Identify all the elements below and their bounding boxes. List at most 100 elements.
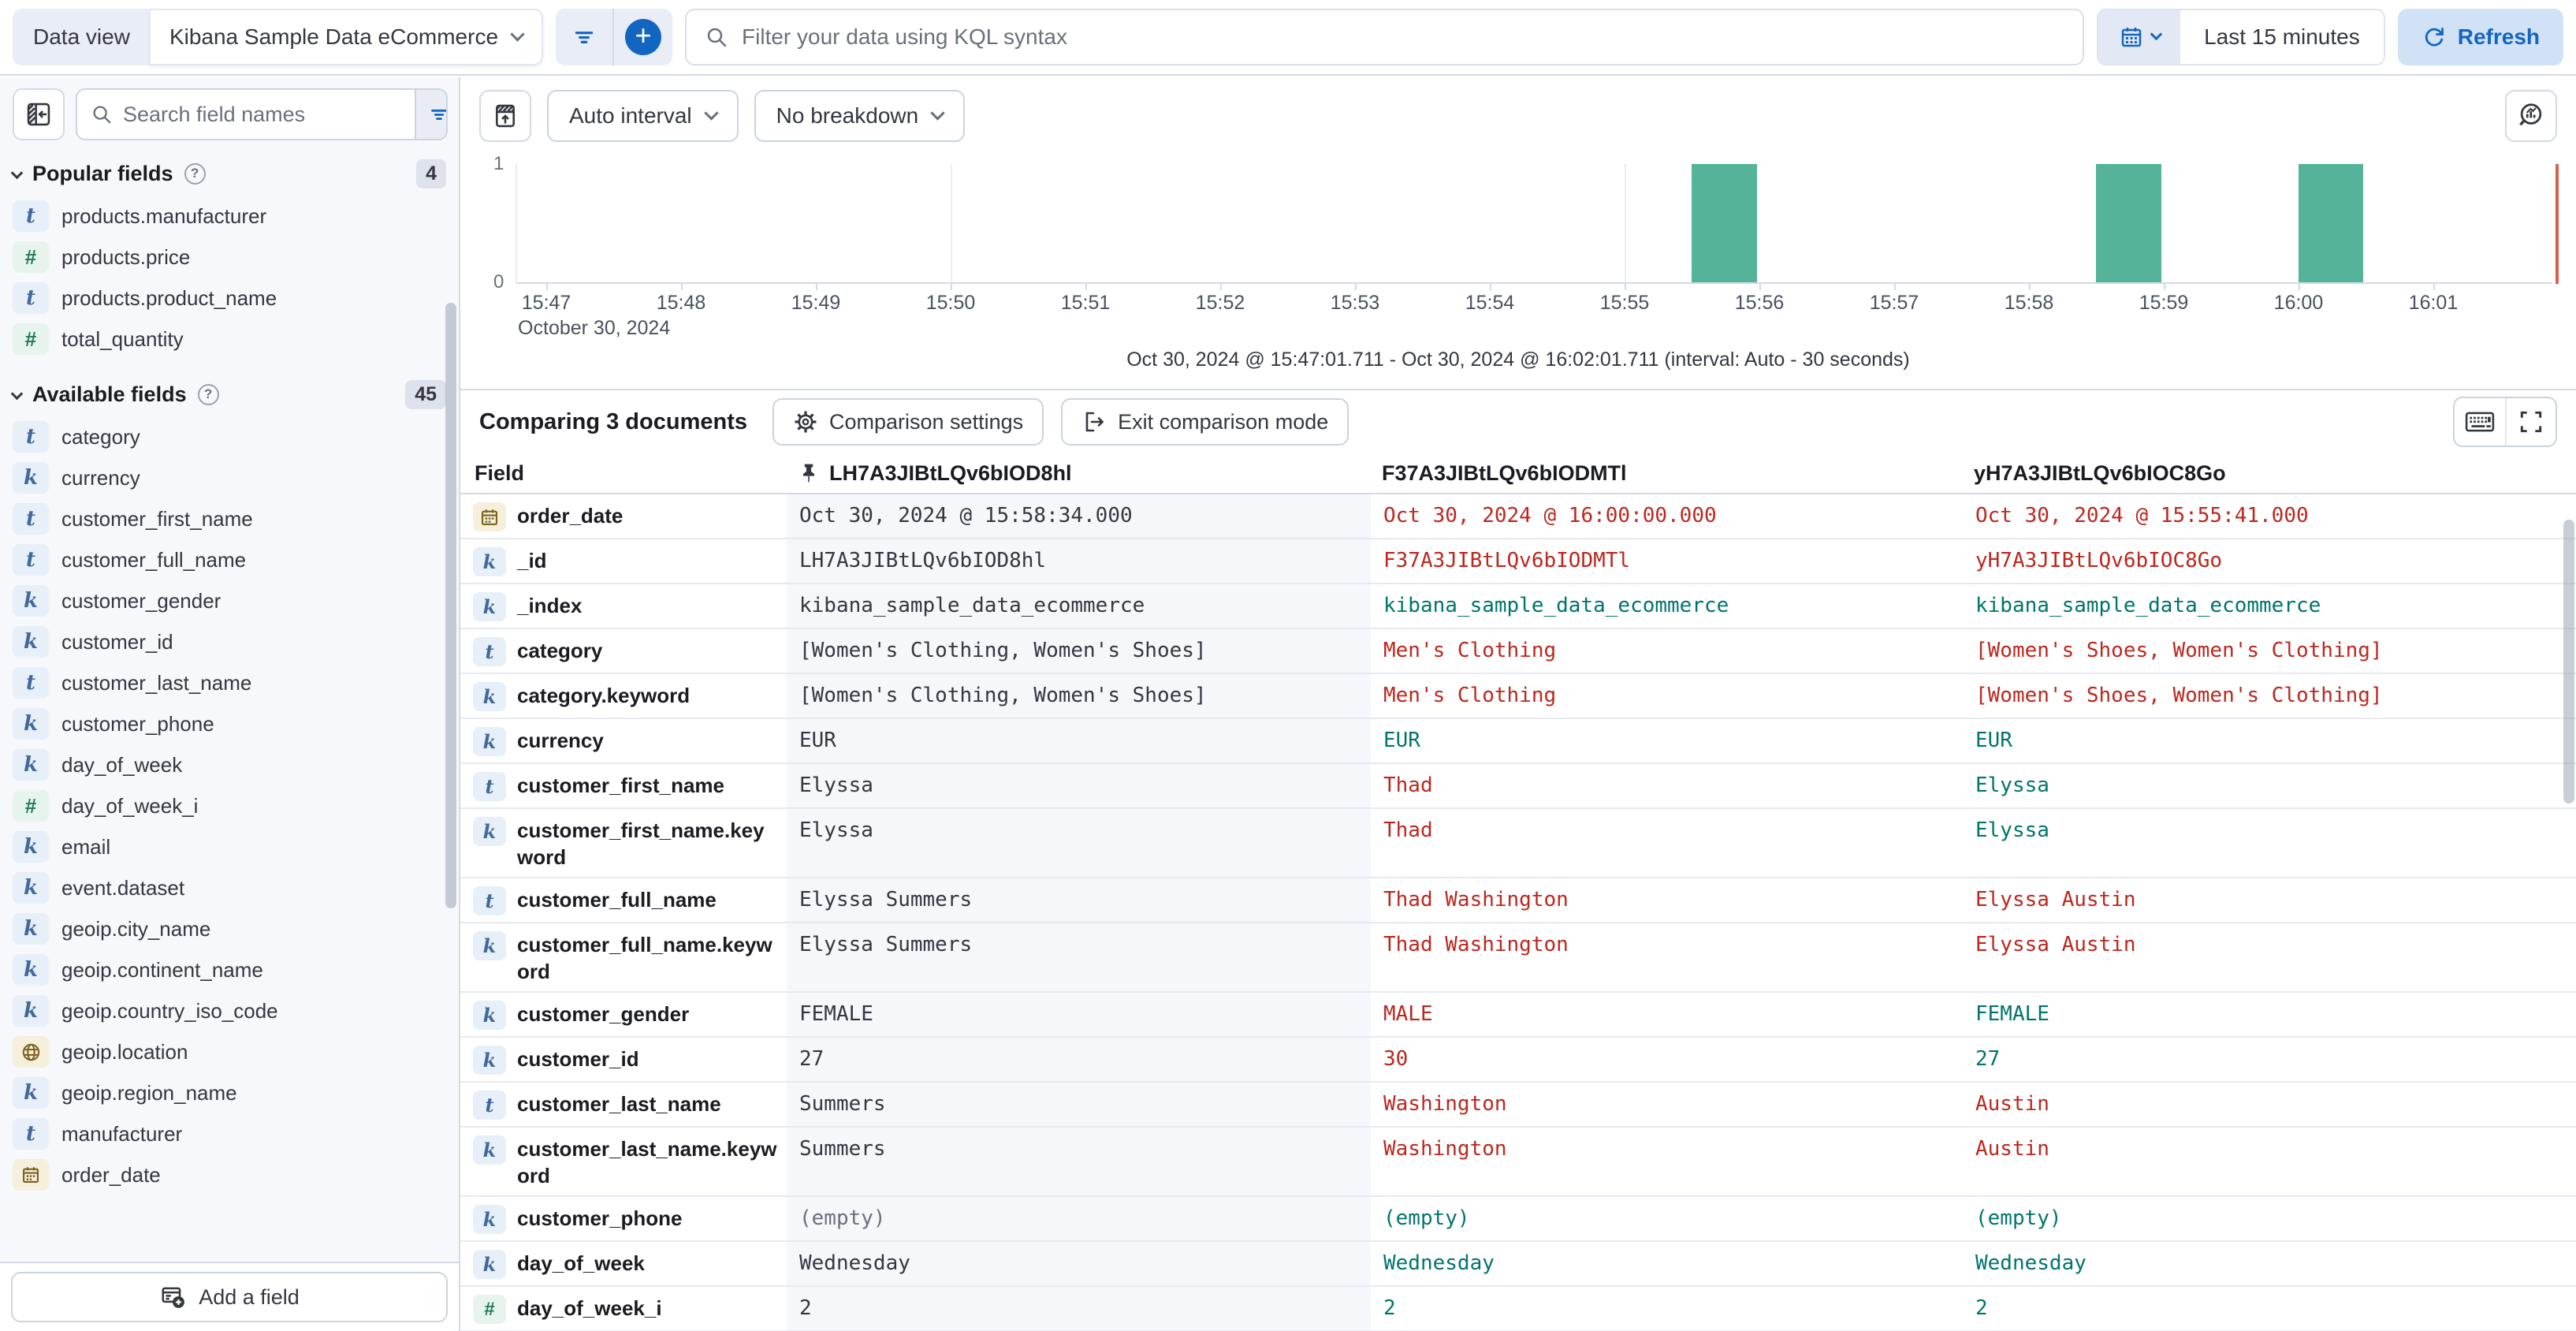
sidebar-field-item[interactable]: t manufacturer [0, 1113, 459, 1154]
value-cell[interactable]: [Women's Shoes, Women's Clothing] [1975, 639, 2383, 662]
field-name-cell[interactable]: k customer_phone [460, 1197, 787, 1240]
field-name-cell[interactable]: t customer_full_name [460, 878, 787, 922]
value-cell[interactable]: [Women's Clothing, Women's Shoes] [787, 629, 1371, 673]
sidebar-field-item[interactable]: t customer_first_name [0, 498, 459, 539]
value-cell[interactable]: Summers [787, 1128, 1371, 1195]
sidebar-field-item[interactable]: k event.dataset [0, 867, 459, 908]
value-cell[interactable]: kibana_sample_data_ecommerce [1975, 594, 2321, 617]
value-cell[interactable]: Elyssa [787, 764, 1371, 807]
field-name-cell[interactable]: t category [460, 629, 787, 673]
value-cell[interactable]: F37A3JIBtLQv6bIODMTl [1383, 549, 1631, 572]
date-picker-button[interactable] [2098, 10, 2181, 64]
sidebar-field-item[interactable]: k email [0, 826, 459, 867]
available-fields-header[interactable]: Available fields ? 45 [0, 372, 459, 416]
value-cell[interactable]: Washington [1383, 1092, 1507, 1116]
value-cell[interactable]: 30 [1383, 1047, 1409, 1071]
value-cell[interactable]: EUR [787, 719, 1371, 762]
refresh-button[interactable]: Refresh [2397, 9, 2563, 65]
value-cell[interactable]: 2 [1975, 1296, 1988, 1320]
sidebar-field-item[interactable]: geoip.location [0, 1031, 459, 1072]
field-name-cell[interactable]: k currency [460, 719, 787, 762]
field-name-cell[interactable]: # day_of_week_i [460, 1287, 787, 1330]
value-cell[interactable]: Wednesday [1975, 1251, 2086, 1275]
fullscreen-button[interactable] [2505, 398, 2556, 446]
value-cell[interactable]: Thad [1383, 774, 1433, 797]
value-cell[interactable]: Thad Washington [1383, 933, 1569, 956]
value-cell[interactable]: [Women's Shoes, Women's Clothing] [1975, 684, 2383, 707]
sidebar-field-item[interactable]: k geoip.country_iso_code [0, 990, 459, 1031]
sidebar-field-item[interactable]: k customer_id [0, 621, 459, 662]
value-cell[interactable]: Austin [1975, 1137, 2049, 1161]
sidebar-field-item[interactable]: t customer_last_name [0, 662, 459, 703]
sidebar-field-item[interactable]: k geoip.region_name [0, 1072, 459, 1113]
value-cell[interactable]: EUR [1975, 729, 2012, 752]
value-cell[interactable]: Elyssa Austin [1975, 933, 2136, 956]
doc1-column-header[interactable]: LH7A3JIBtLQv6bIOD8hl [787, 453, 1371, 493]
value-cell[interactable]: MALE [1383, 1002, 1433, 1026]
sidebar-field-item[interactable]: t products.manufacturer [0, 196, 459, 237]
value-cell[interactable]: EUR [1383, 729, 1420, 752]
edit-visualization-button[interactable] [2505, 90, 2557, 142]
sidebar-field-item[interactable]: k geoip.continent_name [0, 949, 459, 990]
add-filter-button[interactable] [556, 9, 615, 65]
dataview-select[interactable]: Kibana Sample Data eCommerce [150, 9, 544, 65]
kql-search-bar[interactable] [685, 9, 2085, 65]
value-cell[interactable]: Oct 30, 2024 @ 15:55:41.000 [1975, 504, 2309, 528]
value-cell[interactable]: kibana_sample_data_ecommerce [1383, 594, 1729, 617]
field-name-cell[interactable]: k category.keyword [460, 674, 787, 718]
value-cell[interactable]: Elyssa [787, 809, 1371, 877]
field-search-inputwrap[interactable] [77, 90, 415, 139]
time-range-display[interactable]: Last 15 minutes [2180, 10, 2384, 64]
sidebar-field-item[interactable]: # total_quantity [0, 319, 459, 360]
field-name-cell[interactable]: k customer_first_name.keyword [460, 809, 787, 877]
value-cell[interactable]: FEMALE [787, 993, 1371, 1036]
value-cell[interactable]: yH7A3JIBtLQv6bIOC8Go [1975, 549, 2223, 572]
kql-input[interactable] [742, 24, 2066, 50]
value-cell[interactable]: 2 [1383, 1296, 1396, 1320]
sidebar-scrollbar[interactable] [445, 303, 456, 908]
value-cell[interactable]: Elyssa [1975, 818, 2049, 842]
value-cell[interactable]: 2 [787, 1287, 1371, 1330]
histogram-bar[interactable] [1692, 164, 1757, 284]
value-cell[interactable]: (empty) [1383, 1206, 1470, 1230]
histogram-bar[interactable] [2298, 164, 2364, 284]
sidebar-field-item[interactable]: order_date [0, 1154, 459, 1195]
field-column-header[interactable]: Field [475, 460, 525, 485]
value-cell[interactable]: FEMALE [1975, 1002, 2049, 1026]
value-cell[interactable]: Austin [1975, 1092, 2049, 1116]
field-name-cell[interactable]: t customer_first_name [460, 764, 787, 807]
field-name-cell[interactable]: k customer_last_name.keyword [460, 1128, 787, 1195]
add-field-button[interactable]: Add a field [11, 1272, 448, 1322]
sidebar-field-item[interactable]: t category [0, 416, 459, 457]
field-filter-button[interactable]: 0 [415, 90, 446, 139]
sidebar-field-item[interactable]: # day_of_week_i [0, 785, 459, 826]
field-search-input[interactable] [123, 102, 402, 127]
field-name-cell[interactable]: k _id [460, 539, 787, 583]
sidebar-field-item[interactable]: k customer_gender [0, 580, 459, 621]
value-cell[interactable]: Washington [1383, 1137, 1507, 1161]
value-cell[interactable]: [Women's Clothing, Women's Shoes] [787, 674, 1371, 718]
sidebar-field-item[interactable]: # products.price [0, 237, 459, 278]
value-cell[interactable]: Thad Washington [1383, 888, 1569, 912]
sidebar-field-item[interactable]: k day_of_week [0, 744, 459, 785]
value-cell[interactable]: Elyssa Summers [787, 923, 1371, 991]
interval-dropdown[interactable]: Auto interval [547, 90, 739, 142]
value-cell[interactable]: Elyssa [1975, 774, 2049, 797]
popular-fields-header[interactable]: Popular fields ? 4 [0, 151, 459, 196]
sidebar-field-item[interactable]: k geoip.city_name [0, 908, 459, 949]
collapse-sidebar-button[interactable] [13, 88, 65, 140]
field-name-cell[interactable]: k customer_full_name.keyword [460, 923, 787, 991]
field-name-cell[interactable]: k customer_id [460, 1038, 787, 1081]
value-cell[interactable]: Men's Clothing [1383, 639, 1557, 662]
value-cell[interactable]: Oct 30, 2024 @ 16:00:00.000 [1383, 504, 1717, 528]
value-cell[interactable]: 27 [1975, 1047, 2001, 1071]
sidebar-field-item[interactable]: t products.product_name [0, 278, 459, 319]
sidebar-field-item[interactable]: k customer_phone [0, 703, 459, 744]
field-name-cell[interactable]: order_date [460, 494, 787, 538]
sidebar-field-item[interactable]: k currency [0, 457, 459, 498]
value-cell[interactable]: Elyssa Summers [787, 878, 1371, 922]
value-cell[interactable]: 27 [787, 1038, 1371, 1081]
value-cell[interactable]: (empty) [1975, 1206, 2062, 1230]
hide-chart-button[interactable] [479, 90, 531, 142]
add-control-button[interactable]: + [614, 9, 672, 65]
